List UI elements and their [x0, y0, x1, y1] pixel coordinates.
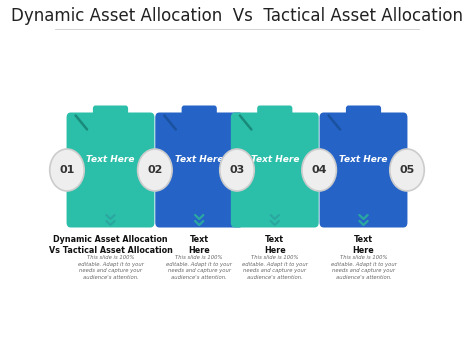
Text: This slide is 100%
editable. Adapt it to your
needs and capture your
audience's : This slide is 100% editable. Adapt it to… — [330, 255, 396, 280]
Circle shape — [220, 149, 254, 191]
Text: 02: 02 — [147, 165, 163, 175]
Text: Text
Here: Text Here — [264, 235, 286, 255]
FancyBboxPatch shape — [231, 113, 319, 228]
FancyBboxPatch shape — [182, 105, 217, 124]
FancyBboxPatch shape — [66, 113, 155, 228]
FancyBboxPatch shape — [257, 105, 292, 124]
Text: Text Here: Text Here — [251, 155, 299, 164]
Circle shape — [302, 149, 337, 191]
Text: This slide is 100%
editable. Adapt it to your
needs and capture your
audience's : This slide is 100% editable. Adapt it to… — [242, 255, 308, 280]
Text: Text Here: Text Here — [339, 155, 388, 164]
Text: Dynamic Asset Allocation
Vs Tactical Asset Allocation: Dynamic Asset Allocation Vs Tactical Ass… — [48, 235, 173, 255]
Text: Dynamic Asset Allocation  Vs  Tactical Asset Allocation: Dynamic Asset Allocation Vs Tactical Ass… — [11, 7, 463, 25]
Text: This slide is 100%
editable. Adapt it to your
needs and capture your
audience's : This slide is 100% editable. Adapt it to… — [78, 255, 144, 280]
FancyBboxPatch shape — [319, 113, 408, 228]
FancyBboxPatch shape — [155, 113, 243, 228]
FancyBboxPatch shape — [93, 105, 128, 124]
Text: 05: 05 — [400, 165, 415, 175]
Text: 01: 01 — [59, 165, 74, 175]
Text: This slide is 100%
editable. Adapt it to your
needs and capture your
audience's : This slide is 100% editable. Adapt it to… — [166, 255, 232, 280]
Text: Text
Here: Text Here — [188, 235, 210, 255]
Text: Text Here: Text Here — [175, 155, 223, 164]
Text: 03: 03 — [229, 165, 245, 175]
Circle shape — [50, 149, 84, 191]
Text: Text Here: Text Here — [86, 155, 135, 164]
Text: 04: 04 — [311, 165, 327, 175]
Circle shape — [390, 149, 424, 191]
FancyBboxPatch shape — [346, 105, 381, 124]
Text: Text
Here: Text Here — [353, 235, 374, 255]
Circle shape — [137, 149, 172, 191]
